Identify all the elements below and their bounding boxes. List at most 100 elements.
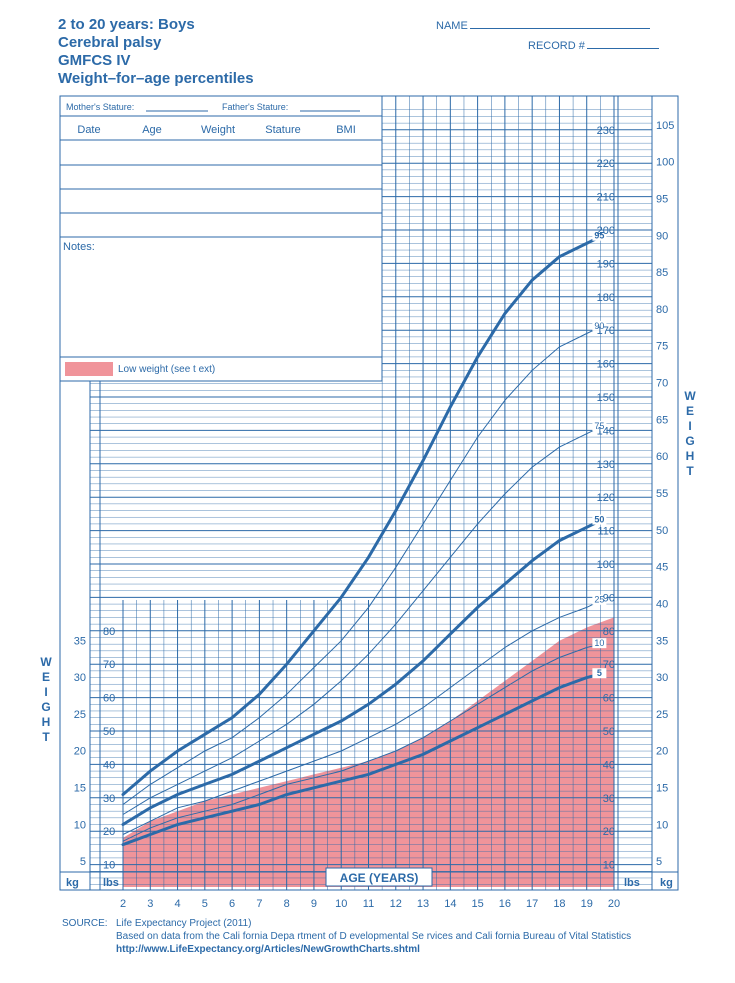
- kg-tick-right: 85: [656, 267, 668, 279]
- lbs-tick-right: 190: [597, 258, 615, 270]
- source-label: SOURCE:: [62, 918, 108, 929]
- percentile-curve-5: [121, 672, 602, 847]
- notes-label: Notes:: [63, 241, 95, 253]
- name-field[interactable]: NAME: [436, 18, 650, 32]
- weight-axis-letter-right: W: [684, 389, 696, 403]
- lbs-tick-left: 80: [103, 626, 115, 638]
- legend-label: Low weight (see t ext): [118, 364, 215, 375]
- kg-tick-left: 30: [74, 672, 86, 684]
- kg-tick-right: 25: [656, 709, 668, 721]
- x-tick-label: 12: [390, 898, 402, 910]
- kg-tick-right: 20: [656, 746, 668, 758]
- x-tick-label: 9: [311, 898, 317, 910]
- x-tick-label: 14: [444, 898, 456, 910]
- lbs-tick-right: 50: [603, 726, 615, 738]
- record-label: RECORD #: [528, 40, 585, 52]
- kg-tick-right: 5: [656, 856, 662, 868]
- percentile-curve-95: [121, 235, 602, 796]
- lbs-tick-left: 50: [103, 726, 115, 738]
- kg-tick-right: 95: [656, 193, 668, 205]
- weight-axis-letter-left: I: [44, 685, 47, 699]
- source-line-1: Life Expectancy Project (2011): [116, 918, 252, 929]
- kg-tick-right: 70: [656, 378, 668, 390]
- form-column-age: Age: [142, 124, 162, 136]
- lbs-tick-right: 200: [597, 225, 615, 237]
- weight-axis-letter-left: T: [42, 730, 50, 744]
- percentile-curve-75: [122, 426, 601, 815]
- lbs-tick-right: 150: [597, 392, 615, 404]
- form-column-stature: Stature: [265, 124, 300, 136]
- lbs-tick-right: 40: [603, 759, 615, 771]
- lbs-tick-right: 80: [603, 626, 615, 638]
- weight-axis-letter-right: E: [686, 404, 694, 418]
- lbs-tick-right: 170: [597, 325, 615, 337]
- x-tick-label: 13: [417, 898, 429, 910]
- percentile-label-10: 10: [594, 638, 604, 648]
- kg-unit-left: kg: [66, 877, 79, 889]
- kg-tick-left: 15: [74, 783, 86, 795]
- weight-axis-letter-right: H: [686, 449, 695, 463]
- percentile-label-bg: [592, 668, 607, 679]
- x-tick-label: 17: [526, 898, 538, 910]
- age-axis-title: AGE (YEARS): [340, 871, 419, 885]
- lbs-tick-left: 30: [103, 793, 115, 805]
- lbs-unit-right: lbs: [624, 877, 640, 889]
- percentile-label-25: 25: [594, 595, 604, 605]
- kg-tick-right: 40: [656, 598, 668, 610]
- weight-axis-letter-right: I: [688, 419, 691, 433]
- lbs-tick-right: 180: [597, 292, 615, 304]
- lbs-tick-right: 230: [597, 125, 615, 137]
- age-title-box: [325, 867, 433, 887]
- lbs-tick-left: 60: [103, 693, 115, 705]
- kg-tick-right: 45: [656, 562, 668, 574]
- kg-tick-left: 25: [74, 709, 86, 721]
- percentile-curve-10: [122, 643, 601, 842]
- lbs-tick-right: 160: [597, 359, 615, 371]
- kg-unit-right: kg: [660, 877, 673, 889]
- x-tick-label: 8: [284, 898, 290, 910]
- form-column-date: Date: [77, 124, 100, 136]
- x-tick-label: 5: [202, 898, 208, 910]
- record-blank[interactable]: [586, 38, 659, 49]
- lbs-unit-left: lbs: [103, 877, 119, 889]
- form-column-weight: Weight: [201, 124, 235, 136]
- percentile-label-50: 50: [594, 515, 604, 525]
- kg-tick-right: 60: [656, 451, 668, 463]
- x-tick-label: 11: [363, 898, 374, 910]
- lbs-tick-right: 30: [603, 793, 615, 805]
- source-line-2: Based on data from the Cali fornia Depa …: [116, 931, 632, 942]
- kg-tick-right: 80: [656, 304, 668, 316]
- fathers-stature-label: Father's Stature:: [222, 102, 288, 112]
- lbs-tick-left: 10: [103, 860, 115, 872]
- kg-tick-right: 105: [656, 120, 674, 132]
- percentile-label-bg: [592, 230, 607, 241]
- weight-axis-letter-right: G: [685, 434, 694, 448]
- record-field[interactable]: RECORD #: [528, 38, 659, 52]
- percentile-label-90: 90: [594, 321, 604, 331]
- lbs-tick-right: 10: [603, 860, 615, 872]
- lbs-tick-right: 140: [597, 425, 615, 437]
- x-tick-label: 16: [499, 898, 511, 910]
- lbs-tick-right: 110: [597, 526, 615, 538]
- chart-title-line-3: GMFCS IV: [58, 52, 131, 69]
- kg-tick-right: 65: [656, 414, 668, 426]
- weight-axis-letter-right: T: [686, 464, 694, 478]
- lbs-tick-right: 20: [603, 826, 615, 838]
- source-url[interactable]: http://www.LifeExpectancy.org/Articles/N…: [116, 944, 420, 955]
- lbs-tick-right: 90: [603, 592, 615, 604]
- percentile-curve-25: [122, 600, 601, 835]
- legend-swatch: [65, 362, 113, 376]
- x-tick-label: 7: [256, 898, 262, 910]
- percentile-curve-50: [121, 519, 602, 826]
- percentile-label-bg: [592, 638, 607, 649]
- kg-tick-left: 20: [74, 746, 86, 758]
- kg-tick-right: 55: [656, 488, 668, 500]
- mothers-stature-label: Mother's Stature:: [66, 102, 134, 112]
- lbs-tick-right: 100: [597, 559, 615, 571]
- kg-tick-right: 100: [656, 157, 674, 169]
- name-blank[interactable]: [469, 18, 650, 29]
- chart-title-line-1: 2 to 20 years: Boys: [58, 16, 195, 33]
- weight-axis-letter-left: W: [40, 655, 52, 669]
- kg-tick-right: 50: [656, 525, 668, 537]
